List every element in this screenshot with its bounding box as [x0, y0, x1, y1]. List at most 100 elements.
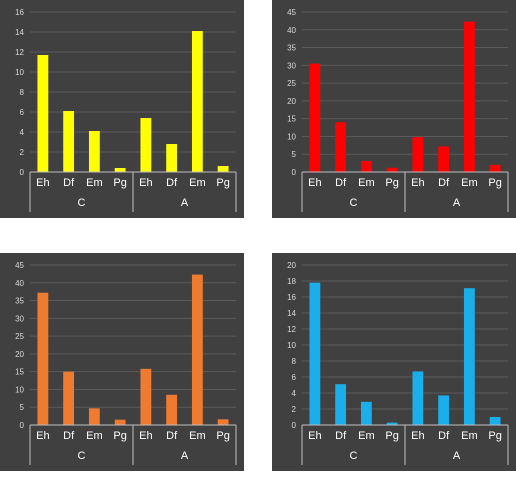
- category-label: Em: [358, 177, 375, 189]
- y-tick-label: 10: [15, 385, 24, 394]
- bar: [360, 401, 372, 425]
- category-label: Pg: [113, 430, 126, 442]
- bar: [63, 371, 75, 425]
- chart-svg: 0 5 10 15 20 25 30 35 40 45 Eh Df Em Pg C Eh Df Em Pg A: [0, 253, 244, 471]
- bar: [335, 122, 347, 172]
- bar: [63, 111, 75, 172]
- category-label: Em: [461, 177, 478, 189]
- group-label: A: [181, 197, 189, 209]
- bar: [309, 63, 321, 172]
- category-label: Em: [461, 430, 478, 442]
- bar: [191, 31, 203, 172]
- y-tick-label: 12: [15, 48, 24, 57]
- y-tick-label: 14: [15, 28, 24, 37]
- bar: [489, 417, 501, 425]
- category-label: Pg: [216, 177, 229, 189]
- bar: [217, 166, 229, 172]
- chart-panel-yellow: 0 2 4 6 8 10 12 14 16 Eh Df Em Pg C Eh Df Em Pg A: [0, 0, 244, 218]
- y-tick-label: 14: [287, 309, 296, 318]
- bar: [166, 394, 178, 425]
- y-tick-label: 5: [20, 403, 25, 412]
- bar: [114, 168, 126, 172]
- y-tick-label: 20: [287, 261, 296, 270]
- bar: [140, 118, 152, 172]
- category-label: Eh: [411, 430, 424, 442]
- category-label: Eh: [308, 177, 321, 189]
- y-tick-label: 0: [292, 421, 297, 430]
- bar: [360, 160, 372, 172]
- category-label: Eh: [308, 430, 321, 442]
- category-label: Pg: [113, 177, 126, 189]
- chart-svg: 0 2 4 6 8 10 12 14 16 18 20 Eh Df Em Pg C Eh Df Em Pg A: [272, 253, 516, 471]
- category-label: Df: [166, 177, 178, 189]
- y-tick-label: 45: [287, 8, 296, 17]
- bar: [412, 137, 424, 172]
- y-tick-label: 8: [292, 357, 297, 366]
- group-label: C: [78, 450, 86, 462]
- y-tick-label: 20: [287, 97, 296, 106]
- y-tick-label: 18: [287, 277, 296, 286]
- bar: [463, 21, 475, 172]
- group-label: A: [453, 197, 461, 209]
- group-label: C: [350, 197, 358, 209]
- y-tick-label: 10: [15, 68, 24, 77]
- category-label: Pg: [216, 430, 229, 442]
- y-tick-label: 12: [287, 325, 296, 334]
- bar: [386, 422, 398, 425]
- y-tick-label: 40: [15, 279, 24, 288]
- group-label: A: [181, 450, 189, 462]
- y-tick-label: 2: [292, 405, 297, 414]
- bar: [438, 146, 450, 172]
- group-label: A: [453, 450, 461, 462]
- y-tick-label: 6: [20, 108, 25, 117]
- y-tick-label: 25: [287, 79, 296, 88]
- chart-panel-red: 0 5 10 15 20 25 30 35 40 45 Eh Df Em Pg C Eh Df Em Pg A: [272, 0, 516, 218]
- group-label: C: [350, 450, 358, 462]
- category-label: Em: [189, 430, 206, 442]
- bar: [140, 368, 152, 425]
- category-label: Df: [335, 430, 347, 442]
- chart-panel-orange: 0 5 10 15 20 25 30 35 40 45 Eh Df Em Pg C Eh Df Em Pg A: [0, 253, 244, 471]
- category-label: Pg: [385, 177, 398, 189]
- bar: [438, 395, 450, 425]
- bar: [88, 131, 100, 172]
- category-label: Em: [358, 430, 375, 442]
- group-label: C: [78, 197, 86, 209]
- y-tick-label: 45: [15, 261, 24, 270]
- bar: [489, 164, 501, 172]
- bar: [191, 274, 203, 425]
- category-label: Eh: [139, 430, 152, 442]
- bar: [463, 288, 475, 425]
- y-tick-label: 30: [287, 61, 296, 70]
- bar: [166, 144, 178, 172]
- y-tick-label: 30: [15, 314, 24, 323]
- category-label: Pg: [488, 177, 501, 189]
- bar: [309, 282, 321, 425]
- y-tick-label: 15: [15, 368, 24, 377]
- category-label: Eh: [36, 430, 49, 442]
- y-tick-label: 40: [287, 26, 296, 35]
- category-label: Pg: [385, 430, 398, 442]
- y-tick-label: 16: [287, 293, 296, 302]
- y-tick-label: 0: [20, 168, 25, 177]
- category-label: Df: [335, 177, 347, 189]
- bar: [37, 55, 49, 172]
- chart-svg: 0 5 10 15 20 25 30 35 40 45 Eh Df Em Pg C Eh Df Em Pg A: [272, 0, 516, 218]
- bar: [386, 167, 398, 172]
- category-label: Em: [86, 430, 103, 442]
- category-label: Em: [86, 177, 103, 189]
- bar: [88, 408, 100, 425]
- chart-svg: 0 2 4 6 8 10 12 14 16 Eh Df Em Pg C Eh Df Em Pg A: [0, 0, 244, 218]
- y-tick-label: 6: [292, 373, 297, 382]
- category-label: Eh: [36, 177, 49, 189]
- bar: [114, 419, 126, 425]
- category-label: Eh: [139, 177, 152, 189]
- category-label: Df: [63, 430, 75, 442]
- category-label: Eh: [411, 177, 424, 189]
- category-label: Df: [438, 430, 450, 442]
- y-tick-label: 4: [292, 389, 297, 398]
- y-tick-label: 0: [20, 421, 25, 430]
- chart-panel-blue: 0 2 4 6 8 10 12 14 16 18 20 Eh Df Em Pg C Eh Df Em Pg A: [272, 253, 516, 471]
- bar: [412, 371, 424, 425]
- category-label: Pg: [488, 430, 501, 442]
